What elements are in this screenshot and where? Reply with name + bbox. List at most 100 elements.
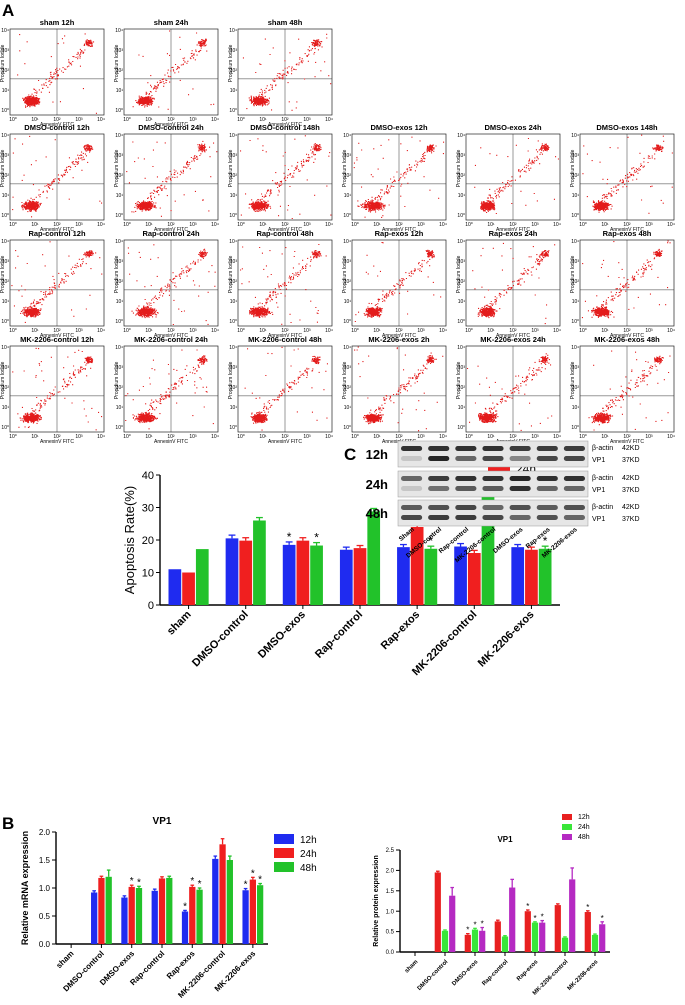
x-tick-label: 10⁴: [325, 117, 333, 123]
y-tick-label: 0: [148, 600, 154, 612]
y-tick-label: 10⁴: [571, 239, 579, 245]
y-axis-label: Propidium Iodide: [228, 44, 234, 82]
blot-band-actin: [455, 446, 477, 451]
blot-band-actin: [563, 446, 585, 451]
legend-label: 24h: [578, 824, 590, 831]
y-tick-label: 1.0: [39, 884, 51, 893]
y-tick-label: 10³: [458, 153, 466, 159]
x-tick-label: 10⁰: [351, 434, 359, 440]
y-tick-label: 10⁰: [571, 213, 579, 219]
y-tick-label: 10³: [116, 259, 124, 265]
blot-size-label: 42KD: [622, 504, 640, 511]
blot-membrane: [397, 470, 589, 498]
y-tick-label: 10²: [458, 279, 466, 285]
x-tick-label: 10⁰: [579, 328, 587, 334]
y-tick-label: 10⁴: [343, 345, 351, 351]
x-tick-label: 10³: [189, 222, 197, 228]
y-tick-label: 0.0: [386, 950, 395, 956]
flow-plot-title: sham 48h: [268, 18, 303, 27]
y-tick-label: 2.5: [386, 848, 395, 854]
blot-time-label: 24h: [366, 477, 388, 492]
y-tick-label: 10⁴: [1, 239, 9, 245]
x-tick-label: 10¹: [31, 222, 39, 228]
x-tick-label: 10⁰: [123, 117, 131, 123]
blot-band-label: β-actin: [592, 445, 613, 452]
y-tick-label: 10³: [572, 153, 580, 159]
bar: [569, 879, 576, 952]
panel-label-c: C: [344, 445, 356, 464]
x-tick-label: 10³: [75, 434, 83, 440]
y-tick-label: 10⁴: [571, 133, 579, 139]
x-axis-label: AnnexinV FITC: [382, 227, 416, 233]
y-tick-label: 10⁰: [115, 108, 123, 114]
blot-band-vp1: [455, 486, 477, 491]
x-tick-label: Rap-control: [313, 609, 365, 661]
x-tick-label: 10³: [531, 328, 539, 334]
blot-band-actin: [482, 446, 504, 451]
y-tick-label: 10³: [2, 365, 10, 371]
bar: [249, 879, 256, 944]
y-tick-label: 10¹: [344, 193, 352, 199]
y-tick-label: 10⁴: [457, 345, 465, 351]
x-tick-label: 10³: [645, 222, 653, 228]
x-tick-label: 10⁰: [237, 434, 245, 440]
x-tick-label: 10⁴: [97, 222, 105, 228]
significance-star: *: [601, 914, 604, 923]
blot-band-vp1: [401, 515, 423, 520]
y-tick-label: 10²: [2, 68, 10, 74]
x-tick-label: 10³: [75, 328, 83, 334]
x-tick-label: 10⁴: [667, 434, 675, 440]
x-axis-label: AnnexinV FITC: [40, 227, 74, 233]
y-tick-label: 10⁰: [1, 108, 9, 114]
y-tick-label: 10³: [344, 365, 352, 371]
x-tick-label: 10⁴: [667, 222, 675, 228]
blot-band-label: VP1: [592, 516, 605, 523]
flow-plot-title: DMSO-exos 148h: [596, 123, 658, 132]
x-tick-label: sham: [404, 959, 419, 974]
bar: [511, 547, 525, 605]
y-axis-label: Propidium Iodide: [0, 44, 6, 82]
x-tick-label: 10²: [395, 434, 403, 440]
x-tick-label: 10³: [189, 117, 197, 123]
x-tick-label: 10⁴: [211, 117, 219, 123]
x-tick-label: 10⁴: [211, 434, 219, 440]
significance-star: *: [541, 913, 544, 922]
y-axis-label: Propidium Iodide: [114, 149, 120, 187]
blot-band-actin: [536, 505, 558, 510]
y-axis-label: Apoptosis Rate(%): [122, 486, 137, 594]
bar: [239, 540, 253, 605]
flow-plot-title: Rap-exos 48h: [603, 229, 652, 238]
y-tick-label: 10³: [2, 259, 10, 265]
y-tick-label: 10⁰: [571, 425, 579, 431]
panel-label-b: B: [2, 814, 14, 833]
y-tick-label: 0.5: [386, 930, 395, 936]
y-tick-label: 10³: [230, 259, 238, 265]
y-tick-label: 10⁰: [115, 213, 123, 219]
bar: [225, 538, 239, 605]
y-tick-label: 10³: [230, 48, 238, 54]
significance-star: *: [466, 926, 469, 935]
legend-label: 48h: [300, 863, 317, 874]
x-tick-label: 10²: [623, 328, 631, 334]
y-tick-label: 10²: [2, 279, 10, 285]
y-tick-label: 10⁰: [115, 425, 123, 431]
y-tick-label: 10⁰: [343, 425, 351, 431]
blot-band-vp1: [428, 486, 450, 491]
x-tick-label: 10⁴: [553, 328, 561, 334]
bar: [410, 527, 424, 605]
y-tick-label: 10⁰: [229, 319, 237, 325]
y-tick-label: 10⁴: [1, 133, 9, 139]
legend-label: 48h: [578, 834, 590, 841]
legend-label: 24h: [300, 849, 317, 860]
x-tick-label: 10⁴: [553, 222, 561, 228]
significance-star: *: [314, 531, 319, 545]
x-tick-label: 10⁰: [237, 117, 245, 123]
y-tick-label: 10²: [116, 173, 124, 179]
x-tick-label: 10²: [395, 328, 403, 334]
legend-swatch: [274, 834, 294, 844]
x-tick-label: 10¹: [373, 434, 381, 440]
x-tick-label: 10²: [281, 434, 289, 440]
legend-swatch: [274, 862, 294, 872]
